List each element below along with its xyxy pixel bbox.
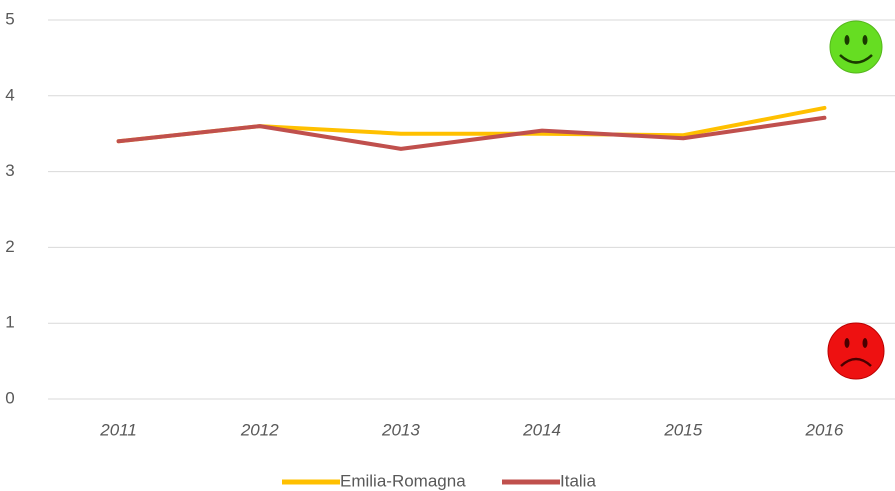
x-tick-label: 2015: [663, 420, 702, 439]
y-tick-label: 1: [5, 313, 14, 332]
plot: 0 1 2 3 4 5 2011 2012 2013 2014 2015 2016 Emilia-Rom…: [5, 9, 895, 490]
sad-face: [827, 322, 885, 380]
x-tick-label: 2012: [240, 420, 279, 439]
happy-face: [829, 20, 883, 74]
y-tick-label: 4: [5, 85, 14, 104]
legend: Emilia-Romagna Italia: [282, 471, 596, 490]
y-tick-label: 2: [5, 237, 14, 256]
x-tick-label: 2014: [522, 420, 561, 439]
legend-label: Emilia-Romagna: [340, 471, 466, 490]
x-tick-label: 2016: [805, 420, 844, 439]
y-tick-label: 3: [5, 161, 14, 180]
series-line: [116, 115, 827, 151]
y-tick-label: 0: [5, 388, 14, 407]
series-line: [116, 105, 827, 144]
legend-label: Italia: [560, 471, 596, 490]
x-tick-label: 2011: [99, 420, 137, 439]
y-tick-label: 5: [5, 9, 14, 28]
x-tick-label: 2013: [381, 420, 420, 439]
